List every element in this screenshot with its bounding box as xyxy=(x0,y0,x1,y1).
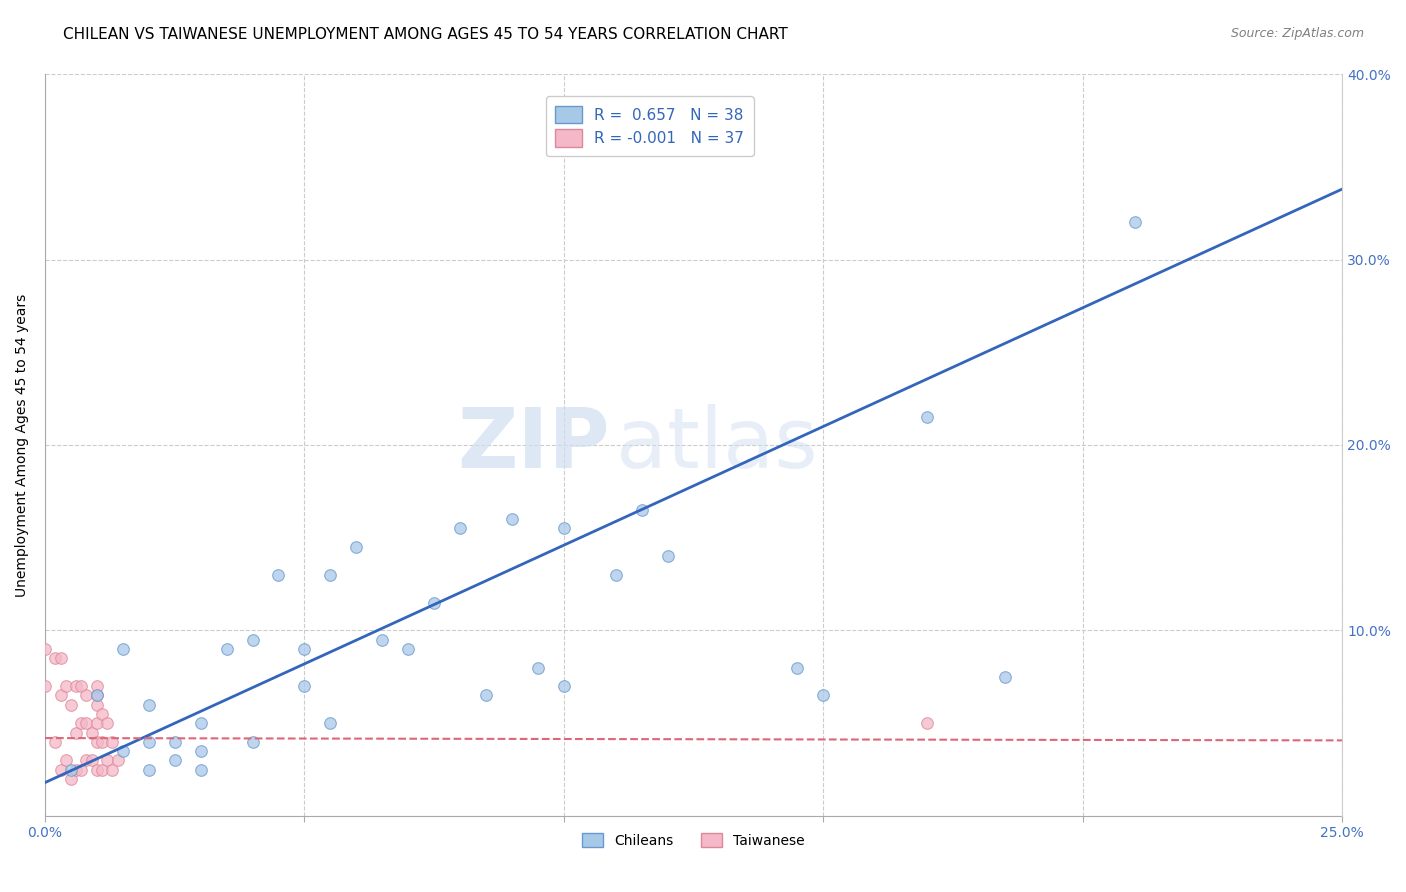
Point xyxy=(138,763,160,777)
Point xyxy=(65,725,87,739)
Point xyxy=(49,651,72,665)
Point xyxy=(190,763,212,777)
Point xyxy=(55,753,77,767)
Point xyxy=(86,716,108,731)
Point xyxy=(553,521,575,535)
Point xyxy=(190,744,212,758)
Point xyxy=(86,689,108,703)
Point xyxy=(1123,215,1146,229)
Point xyxy=(294,642,316,657)
Point xyxy=(55,679,77,693)
Point xyxy=(65,679,87,693)
Point xyxy=(527,660,550,674)
Point xyxy=(994,670,1017,684)
Point xyxy=(319,716,342,731)
Point xyxy=(111,744,134,758)
Point xyxy=(49,689,72,703)
Point xyxy=(49,763,72,777)
Point xyxy=(91,706,114,721)
Point xyxy=(344,540,367,554)
Point xyxy=(475,689,498,703)
Point xyxy=(59,763,82,777)
Point xyxy=(396,642,419,657)
Point xyxy=(294,679,316,693)
Point xyxy=(630,503,652,517)
Point xyxy=(786,660,808,674)
Point xyxy=(242,632,264,647)
Point xyxy=(59,698,82,712)
Point xyxy=(86,735,108,749)
Point xyxy=(267,567,290,582)
Point xyxy=(101,735,124,749)
Point xyxy=(34,679,56,693)
Point xyxy=(501,512,523,526)
Point xyxy=(101,763,124,777)
Point xyxy=(915,716,938,731)
Point xyxy=(65,763,87,777)
Point xyxy=(96,753,118,767)
Point xyxy=(190,716,212,731)
Point xyxy=(76,716,98,731)
Point xyxy=(70,679,93,693)
Point xyxy=(657,549,679,564)
Text: CHILEAN VS TAIWANESE UNEMPLOYMENT AMONG AGES 45 TO 54 YEARS CORRELATION CHART: CHILEAN VS TAIWANESE UNEMPLOYMENT AMONG … xyxy=(63,27,787,42)
Point xyxy=(59,772,82,786)
Point xyxy=(86,679,108,693)
Text: ZIP: ZIP xyxy=(457,404,609,485)
Point xyxy=(80,753,103,767)
Point xyxy=(423,596,446,610)
Legend: Chileans, Taiwanese: Chileans, Taiwanese xyxy=(576,828,810,854)
Point xyxy=(76,689,98,703)
Point xyxy=(813,689,835,703)
Point xyxy=(76,753,98,767)
Point xyxy=(91,735,114,749)
Point xyxy=(107,753,129,767)
Point xyxy=(86,763,108,777)
Point xyxy=(86,698,108,712)
Point xyxy=(605,567,627,582)
Point xyxy=(91,763,114,777)
Point xyxy=(163,753,186,767)
Point xyxy=(86,689,108,703)
Point xyxy=(215,642,238,657)
Point xyxy=(138,698,160,712)
Point xyxy=(553,679,575,693)
Point xyxy=(915,410,938,425)
Point xyxy=(80,725,103,739)
Point xyxy=(371,632,394,647)
Point xyxy=(319,567,342,582)
Point xyxy=(163,735,186,749)
Point xyxy=(70,716,93,731)
Y-axis label: Unemployment Among Ages 45 to 54 years: Unemployment Among Ages 45 to 54 years xyxy=(15,293,30,597)
Point xyxy=(44,651,66,665)
Text: atlas: atlas xyxy=(616,404,817,485)
Point xyxy=(70,763,93,777)
Point xyxy=(242,735,264,749)
Point xyxy=(34,642,56,657)
Point xyxy=(449,521,471,535)
Point xyxy=(111,642,134,657)
Text: Source: ZipAtlas.com: Source: ZipAtlas.com xyxy=(1230,27,1364,40)
Point xyxy=(138,735,160,749)
Point xyxy=(96,716,118,731)
Point xyxy=(44,735,66,749)
